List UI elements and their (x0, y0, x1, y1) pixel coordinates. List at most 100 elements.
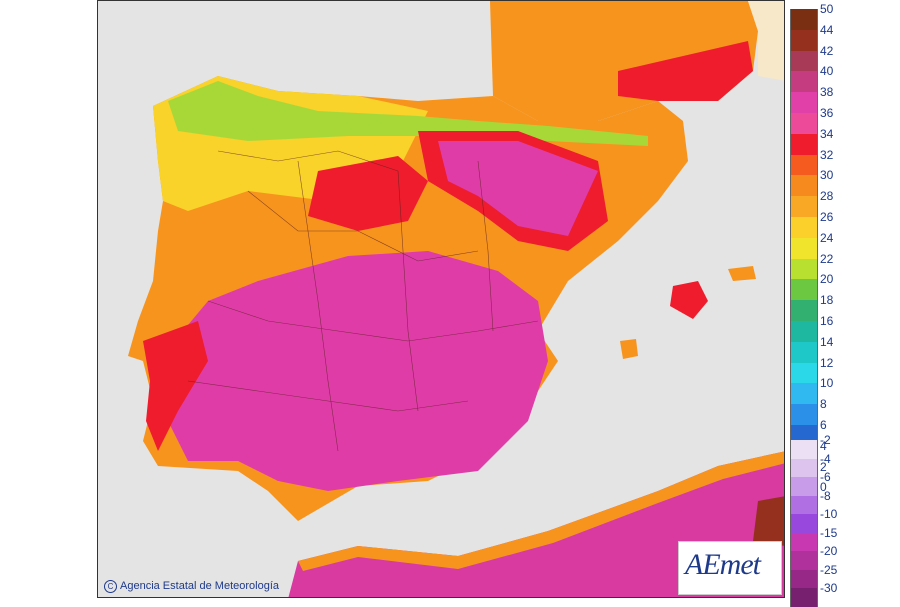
legend-swatch (790, 440, 818, 459)
legend-label: 32 (820, 147, 834, 162)
legend-item: 44 (790, 23, 833, 51)
legend-label: -4 (820, 451, 831, 466)
legend-swatch (790, 50, 818, 72)
legend-item: 36 (790, 106, 833, 134)
legend-item: 34 (790, 127, 833, 155)
ebro-magenta-area (438, 141, 598, 236)
legend-item: -8 (790, 489, 831, 514)
legend-swatch (790, 216, 818, 238)
legend-swatch (790, 458, 818, 477)
legend-item: 16 (790, 314, 833, 342)
legend-item: 12 (790, 356, 833, 384)
ibiza-island (620, 339, 638, 359)
legend-item: 28 (790, 189, 833, 217)
legend-label: 8 (820, 397, 827, 412)
legend-swatch (790, 9, 818, 30)
legend-label: -25 (820, 562, 838, 577)
legend-item: 22 (790, 252, 833, 280)
legend-swatch (790, 495, 818, 514)
legend-swatch (790, 112, 818, 134)
copyright-icon: C (104, 580, 117, 593)
legend-label: 12 (820, 355, 834, 370)
legend-item: 8 (790, 397, 827, 425)
temperature-map: C Agencia Estatal de Meteorología AEmet (97, 0, 785, 598)
legend-swatch (790, 341, 818, 363)
legend-label: 28 (820, 189, 834, 204)
legend-label: 0 (820, 480, 827, 495)
legend-label: 10 (820, 376, 834, 391)
legend-item: -30 (790, 581, 837, 607)
legend-swatch (790, 320, 818, 342)
legend-label: -20 (820, 544, 838, 558)
legend-swatch (790, 175, 818, 197)
legend-label: -8 (820, 488, 831, 503)
legend-item: 42 (790, 44, 833, 72)
legend-swatch (790, 551, 818, 570)
province-borders (187, 150, 539, 452)
legend-label: 2 (820, 459, 827, 474)
aemet-logo-text: AEmet (685, 548, 761, 581)
north-africa-coast (298, 451, 784, 571)
temperature-legend-negative: -2 -4 -6 -8 -10 -15 -20 -25 -30 (790, 433, 837, 607)
legend-item: -25 (790, 563, 837, 588)
southwest-red-area (143, 321, 208, 451)
legend-label: -10 (820, 507, 838, 521)
cantabrian-green-strip (168, 81, 648, 146)
legend-label: 18 (820, 293, 834, 308)
legend-label: 20 (820, 272, 834, 287)
italy-corner (748, 1, 784, 81)
legend-swatch (790, 196, 818, 217)
legend-label: 24 (820, 230, 834, 245)
legend-item: 40 (790, 64, 833, 93)
legend-label: 42 (820, 43, 834, 58)
legend-item: 10 (790, 376, 833, 405)
legend-swatch (790, 154, 818, 176)
legend-swatch (790, 383, 818, 405)
legend-label: 14 (820, 334, 834, 349)
legend-swatch (790, 237, 818, 259)
legend-swatch (790, 279, 818, 301)
temperature-legend: 50 44 42 40 38 36 34 32 30 28 26 24 22 20 18 16 14 12 10 8 6… (790, 2, 833, 509)
legend-label: 40 (820, 64, 834, 79)
legend-item: -2 (790, 433, 831, 459)
legend-label: 6 (820, 417, 827, 432)
legend-item: -20 (790, 544, 837, 570)
legend-label: 44 (820, 22, 834, 37)
legend-swatch (790, 588, 818, 607)
legend-item: 14 (790, 335, 833, 363)
south-magenta-area (158, 251, 548, 491)
legend-swatch (790, 569, 818, 588)
menorca-island (728, 266, 756, 281)
legend-item: 30 (790, 168, 833, 197)
legend-label: 4 (820, 438, 827, 453)
legend-item: 24 (790, 231, 833, 259)
legend-swatch (790, 404, 818, 425)
map-graphic (128, 1, 784, 597)
legend-label: 50 (820, 2, 834, 16)
legend-swatch (790, 362, 818, 384)
legend-swatch (790, 477, 818, 496)
legend-item: 20 (790, 272, 833, 301)
legend-item: 32 (790, 148, 833, 176)
legend-item: 50 (790, 2, 833, 30)
legend-swatch (790, 71, 818, 93)
legend-label: 30 (820, 168, 834, 183)
legend-label: 34 (820, 126, 834, 141)
copyright-notice: C Agencia Estatal de Meteorología (104, 580, 279, 593)
legend-label: 22 (820, 251, 834, 266)
france-hot-area (618, 41, 753, 101)
legend-swatch (790, 258, 818, 280)
legend-label: 38 (820, 85, 834, 100)
legend-label: 26 (820, 209, 834, 224)
north-africa-hot-spot (753, 496, 784, 546)
legend-label: 36 (820, 105, 834, 120)
legend-swatch (790, 300, 818, 321)
legend-item: -10 (790, 507, 837, 533)
legend-item: -4 (790, 452, 831, 477)
legend-swatch (790, 514, 818, 533)
legend-item: -6 (790, 470, 831, 496)
copyright-text: Agencia Estatal de Meteorología (120, 580, 279, 592)
legend-item: 18 (790, 293, 833, 321)
aemet-logo: AEmet (678, 541, 782, 595)
mallorca-island (670, 281, 708, 319)
